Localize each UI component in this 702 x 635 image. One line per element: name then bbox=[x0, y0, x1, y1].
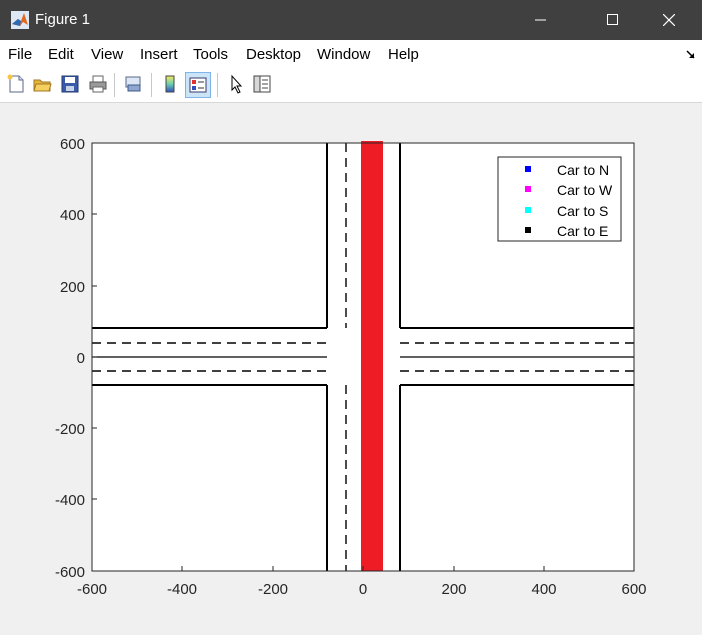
toolbar-separator bbox=[217, 73, 218, 97]
insert-colorbar-button[interactable] bbox=[158, 72, 182, 96]
print-button[interactable] bbox=[86, 72, 110, 96]
property-inspector-button[interactable] bbox=[250, 72, 274, 96]
save-button[interactable] bbox=[58, 72, 82, 96]
menu-window[interactable]: Window bbox=[317, 46, 371, 63]
menu-desktop[interactable]: Desktop bbox=[246, 46, 302, 63]
insert-legend-icon bbox=[189, 77, 207, 93]
menu-tools[interactable]: Tools bbox=[193, 46, 229, 63]
toolbar bbox=[0, 69, 702, 103]
y-tick-label: 200 bbox=[60, 279, 85, 296]
y-tick-label: 400 bbox=[60, 207, 85, 224]
close-icon bbox=[663, 14, 675, 26]
close-button[interactable] bbox=[646, 0, 692, 40]
y-tick-label: -200 bbox=[55, 421, 85, 438]
print-icon bbox=[89, 75, 107, 93]
axis-ticks bbox=[91, 142, 635, 572]
insert-colorbar-icon bbox=[165, 75, 175, 93]
property-inspector-icon bbox=[253, 75, 271, 93]
road-edges bbox=[92, 143, 634, 571]
maximize-button[interactable] bbox=[590, 0, 636, 40]
menu-view[interactable]: View bbox=[91, 46, 124, 63]
plot-svg: -600 -400 -200 0 200 400 600 600 400 200… bbox=[55, 136, 647, 598]
x-tick-label: 600 bbox=[621, 581, 646, 598]
x-tick-label: -200 bbox=[258, 581, 288, 598]
legend-label-car-to-s: Car to S bbox=[557, 203, 608, 219]
new-figure-button[interactable] bbox=[4, 72, 28, 96]
legend-marker-car-to-s bbox=[525, 207, 531, 213]
save-icon bbox=[61, 75, 79, 93]
menu-help[interactable]: Help bbox=[388, 46, 419, 63]
window-titlebar: Figure 1 bbox=[0, 0, 702, 40]
window-title: Figure 1 bbox=[35, 11, 91, 28]
x-tick-label: -600 bbox=[77, 581, 107, 598]
edit-plot-icon bbox=[231, 74, 243, 94]
matlab-logo-icon bbox=[11, 11, 29, 29]
new-figure-icon bbox=[7, 74, 24, 93]
road-lane-dashes bbox=[92, 143, 634, 571]
y-tick-label: 0 bbox=[77, 350, 85, 367]
legend-label-car-to-e: Car to E bbox=[557, 223, 608, 239]
y-tick-label: 600 bbox=[60, 136, 85, 153]
legend-marker-car-to-n bbox=[525, 166, 531, 172]
y-tick-label: -400 bbox=[55, 492, 85, 509]
legend-label-car-to-w: Car to W bbox=[557, 182, 613, 198]
legend-marker-car-to-w bbox=[525, 186, 531, 192]
edit-plot-button[interactable] bbox=[224, 72, 248, 96]
toolbar-separator bbox=[114, 73, 115, 97]
y-tick-label: -600 bbox=[55, 564, 85, 581]
menu-file[interactable]: File bbox=[8, 46, 33, 63]
vehicle-trail[interactable] bbox=[361, 141, 383, 571]
figure-canvas: -600 -400 -200 0 200 400 600 600 400 200… bbox=[0, 103, 702, 630]
x-tick-label: 400 bbox=[531, 581, 556, 598]
toolbar-separator bbox=[151, 73, 152, 97]
x-tick-label: -400 bbox=[167, 581, 197, 598]
x-tick-label: 200 bbox=[441, 581, 466, 598]
menu-edit[interactable]: Edit bbox=[48, 46, 74, 63]
minimize-button[interactable] bbox=[518, 0, 564, 40]
legend-marker-car-to-e bbox=[525, 227, 531, 233]
link-plot-icon bbox=[125, 76, 141, 92]
x-tick-label: 0 bbox=[359, 581, 367, 598]
menubar: File Edit View Insert Tools Desktop Wind… bbox=[0, 40, 702, 69]
insert-legend-button[interactable] bbox=[185, 72, 211, 98]
open-file-button[interactable] bbox=[30, 72, 54, 96]
legend-label-car-to-n: Car to N bbox=[557, 162, 609, 178]
open-file-icon bbox=[33, 79, 52, 92]
dock-arrow-icon[interactable] bbox=[686, 50, 696, 60]
link-plot-button[interactable] bbox=[121, 72, 145, 96]
legend-box bbox=[497, 156, 622, 242]
maximize-icon bbox=[607, 14, 618, 25]
menu-insert[interactable]: Insert bbox=[140, 46, 178, 63]
legend[interactable]: Car to N Car to W Car to S Car to E bbox=[497, 156, 622, 242]
minimize-icon bbox=[535, 19, 546, 21]
